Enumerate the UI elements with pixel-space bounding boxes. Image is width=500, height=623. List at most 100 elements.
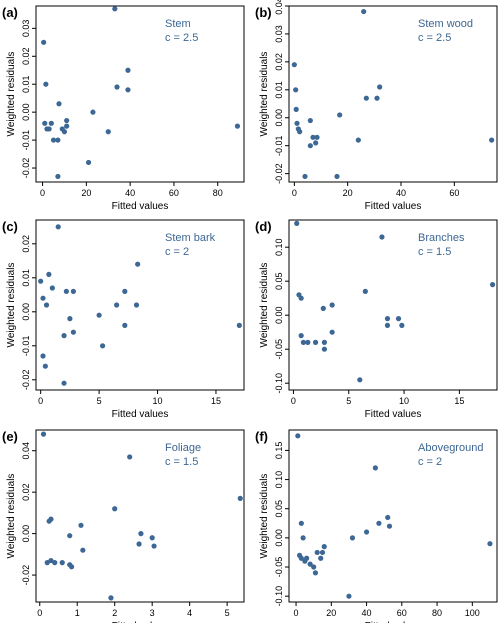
data-point (100, 343, 106, 349)
y-axis-label: Weighted residuals (6, 474, 17, 559)
panel-label: (e) (2, 429, 18, 444)
data-point (63, 288, 69, 294)
panel-1: 0 20 40 60 80 -0.02 -0.01 0.00 0.01 0.02 0.03 Fitte… (2, 5, 245, 212)
data-point (112, 6, 118, 12)
y-tick-label: 0.04 (21, 442, 31, 460)
x-axis-label: Fitted values (112, 621, 169, 623)
x-tick-label: 4 (187, 608, 192, 618)
data-point (334, 173, 340, 180)
data-point (55, 173, 61, 180)
panel-3: 0 5 10 15 -0.02 -0.01 0.00 0.01 0.02 Fitted value… (2, 219, 245, 420)
y-tick-label: -0.01 (274, 135, 284, 156)
y-tick-label: 0.05 (274, 500, 284, 518)
panel-label: (c) (2, 219, 18, 234)
x-tick-label: 80 (432, 608, 442, 618)
x-tick-label: 0 (294, 608, 299, 618)
data-point (46, 126, 52, 132)
data-point (377, 84, 383, 90)
data-point (329, 302, 335, 308)
data-point (395, 316, 402, 322)
data-point (56, 101, 62, 107)
data-point (293, 106, 299, 112)
data-point (487, 541, 493, 547)
data-point (298, 333, 304, 339)
panel-5: 0 1 2 3 4 5 -0.02 0.00 0.02 0.04 Fitted values Weig… (2, 429, 245, 623)
x-tick-label: 40 (125, 188, 135, 198)
panel-label: (a) (2, 5, 18, 20)
data-point (122, 322, 128, 328)
x-tick-label: 5 (97, 396, 102, 406)
y-tick-label: 0.01 (21, 75, 31, 93)
data-point (40, 353, 46, 359)
data-point (307, 117, 313, 124)
data-point (138, 531, 144, 537)
panel-title: Stem wood (418, 18, 473, 30)
data-point (321, 544, 327, 550)
y-axis-label: Weighted residuals (259, 52, 270, 137)
data-point (361, 8, 367, 15)
data-point (48, 120, 54, 126)
panel-label: (d) (255, 219, 272, 234)
x-tick-label: 5 (225, 608, 230, 618)
x-tick-label: 20 (343, 188, 353, 198)
x-axis-label: Fitted values (112, 201, 169, 212)
x-tick-label: 2 (112, 608, 117, 618)
data-point (312, 339, 319, 345)
y-tick-label: -0.01 (21, 336, 31, 357)
y-tick-label: 0.01 (21, 269, 31, 287)
x-tick-label: 60 (449, 188, 459, 198)
data-point (122, 288, 128, 294)
y-tick-label: 0.15 (274, 442, 284, 460)
data-point (64, 123, 70, 129)
panel-label: (f) (255, 429, 268, 444)
data-point (372, 465, 378, 471)
data-point (310, 134, 316, 140)
y-tick-label: 0.05 (274, 272, 284, 290)
data-point (300, 339, 306, 345)
data-point (43, 81, 49, 87)
data-point (305, 339, 311, 345)
y-tick-label: 0.03 (21, 20, 31, 38)
data-point (55, 137, 61, 143)
data-point (52, 560, 58, 566)
x-tick-label: 40 (396, 188, 406, 198)
data-point (38, 278, 44, 284)
plot-frame (35, 429, 245, 603)
plot-frame (288, 219, 498, 391)
y-tick-label: -0.05 (274, 339, 284, 360)
data-point (67, 533, 73, 539)
x-axis-label: Fitted values (365, 201, 422, 212)
y-tick-label: -0.02 (21, 158, 31, 179)
data-point (300, 535, 306, 541)
data-point (293, 87, 299, 93)
data-point (43, 302, 50, 308)
data-point (307, 561, 313, 567)
data-point (151, 543, 157, 549)
panel-title: Foliage (165, 442, 201, 454)
data-point (298, 555, 304, 561)
data-point (329, 329, 335, 335)
data-point (379, 234, 385, 240)
panel-6: 0 20 40 60 80 100 -0.10 -0.05 0.00 0.05 0.10 0.15 Fi… (255, 429, 498, 623)
data-point (50, 137, 57, 143)
data-point (320, 305, 326, 311)
data-point (61, 129, 68, 135)
plot-frame (35, 219, 245, 391)
y-axis-label: Weighted residuals (6, 263, 17, 348)
y-tick-label: 0.00 (274, 306, 284, 324)
x-tick-label: 40 (362, 608, 372, 618)
data-point (384, 322, 391, 328)
data-point (69, 564, 75, 570)
data-point (319, 549, 326, 556)
data-point (294, 220, 300, 226)
data-point (135, 261, 141, 267)
y-tick-label: 0.02 (21, 48, 31, 66)
data-point (234, 123, 241, 129)
data-point (49, 285, 55, 291)
y-tick-label: 0.00 (21, 103, 31, 121)
data-point (42, 120, 48, 126)
data-point (357, 377, 363, 383)
data-point (85, 159, 92, 166)
data-point (41, 39, 47, 45)
y-axis-label: Weighted residuals (6, 52, 17, 137)
